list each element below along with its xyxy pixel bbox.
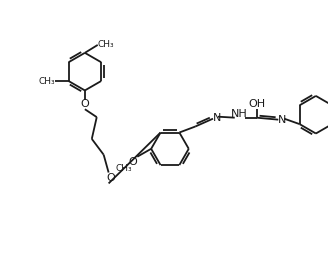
Text: CH₃: CH₃ [39, 76, 55, 85]
Text: OH: OH [248, 99, 265, 109]
Text: O: O [128, 157, 137, 167]
Text: N: N [278, 115, 286, 125]
Text: O: O [81, 99, 89, 109]
Text: NH: NH [231, 109, 248, 119]
Text: CH₃: CH₃ [97, 40, 114, 49]
Text: CH₃: CH₃ [115, 164, 132, 173]
Text: N: N [213, 113, 221, 123]
Text: O: O [106, 174, 115, 183]
